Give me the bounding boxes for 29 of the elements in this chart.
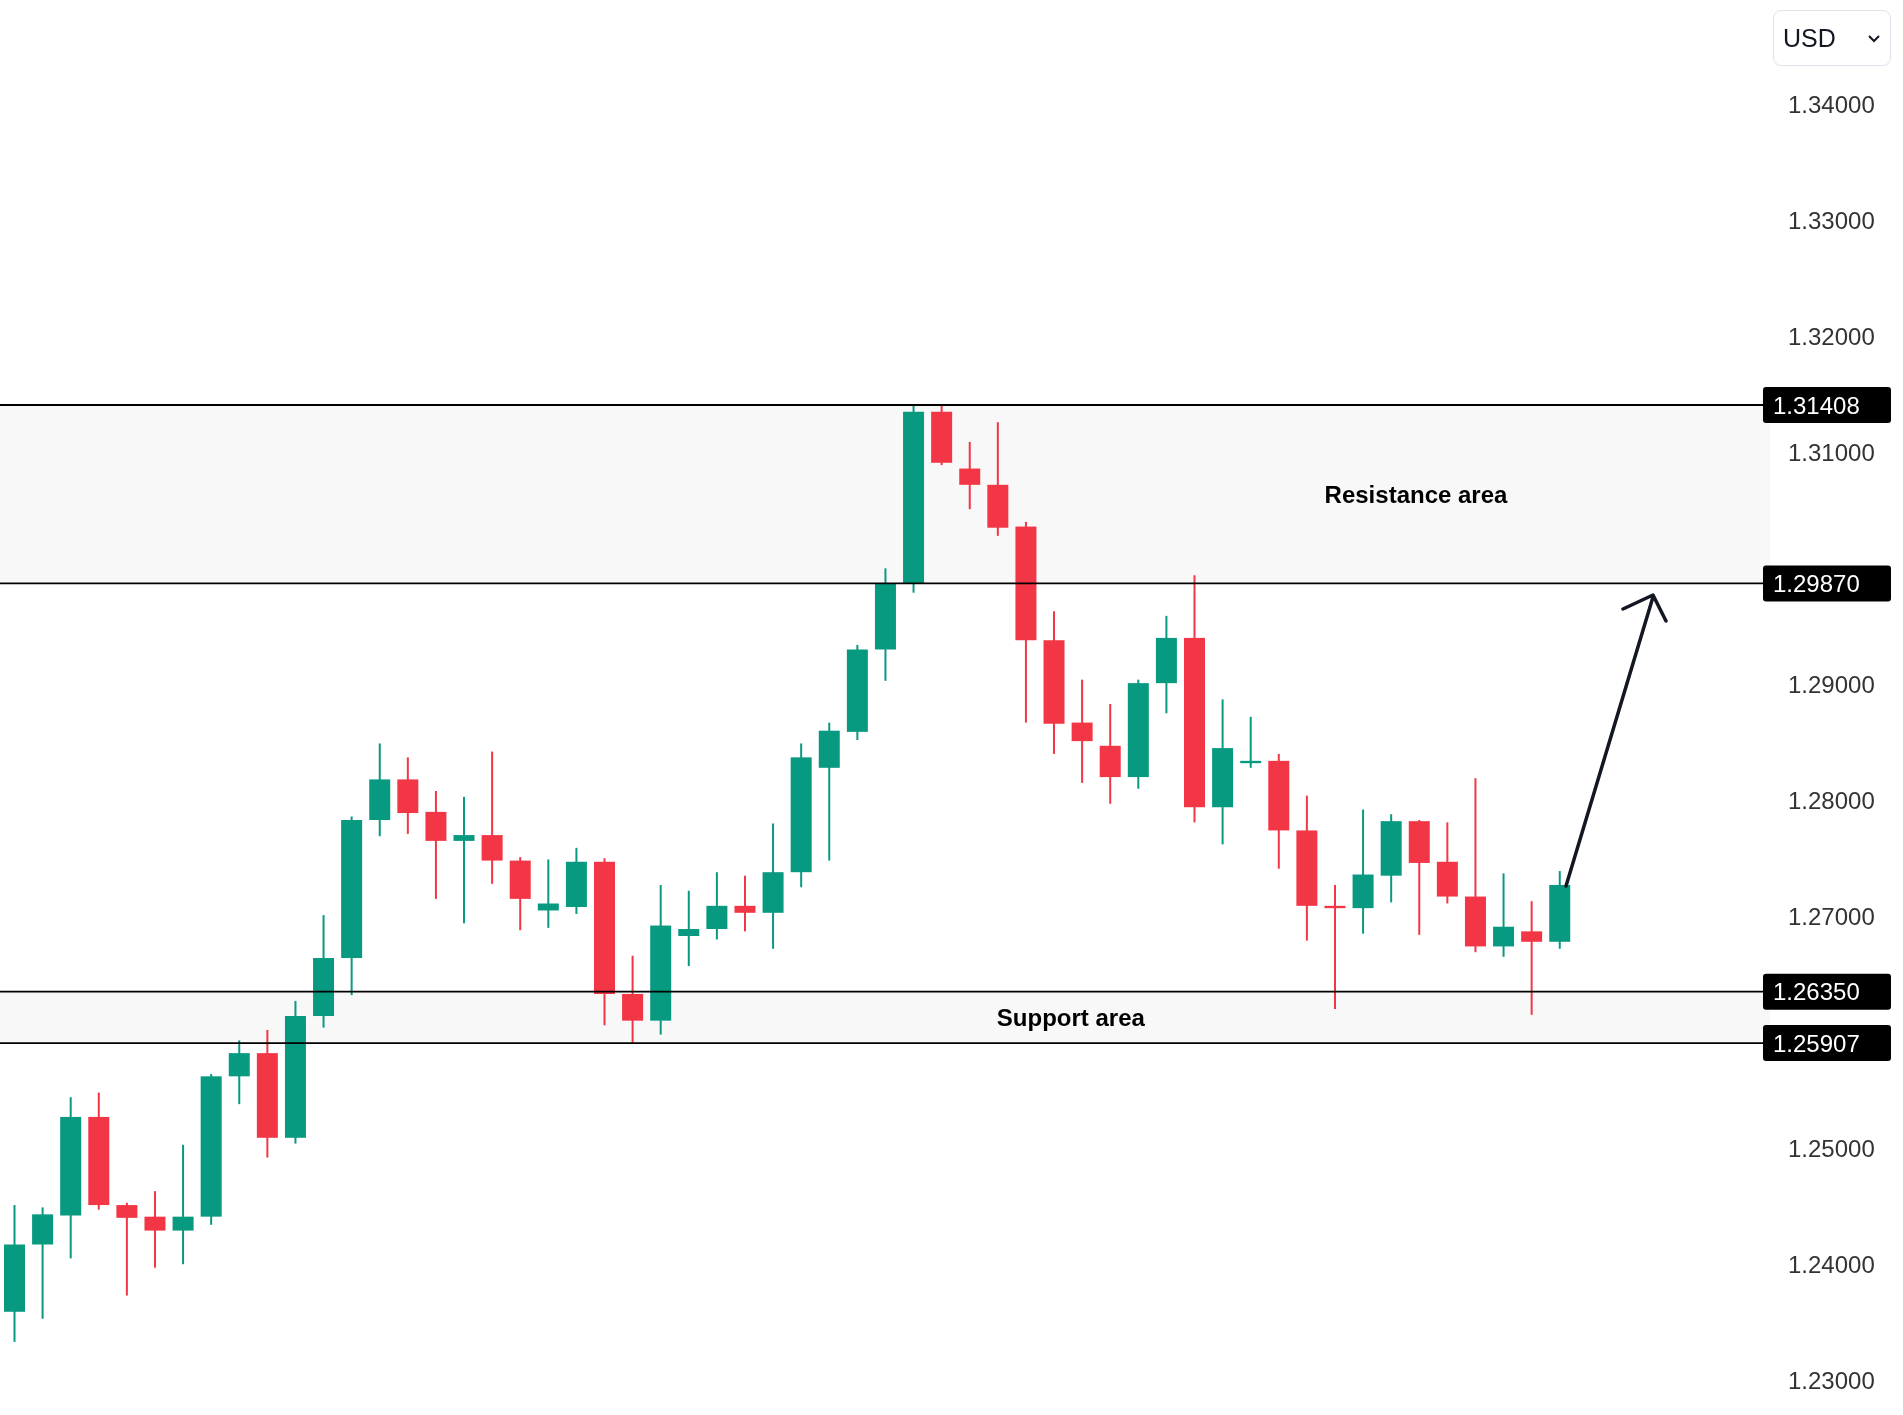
y-tick-label: 1.33000	[1788, 206, 1875, 234]
ref-line-label: 1.25907	[1773, 1029, 1860, 1057]
y-tick-label: 1.23000	[1788, 1366, 1875, 1394]
candlestick	[453, 795, 475, 925]
ref-line-label: 1.29870	[1773, 569, 1860, 597]
y-tick-label: 1.28000	[1788, 786, 1875, 814]
candlestick	[172, 1143, 194, 1266]
candlestick	[734, 874, 756, 933]
ref-line-label: 1.26350	[1773, 978, 1860, 1006]
y-tick-label: 1.29000	[1788, 670, 1875, 698]
y-tick-label: 1.27000	[1788, 902, 1875, 930]
y-tick-label: 1.25000	[1788, 1134, 1875, 1162]
band-label: Support area	[996, 1003, 1146, 1031]
y-tick-label: 1.34000	[1788, 90, 1875, 118]
dropdown: USD	[1773, 10, 1891, 66]
candlestick	[678, 889, 700, 968]
candlestick	[706, 871, 728, 941]
candlestick	[959, 440, 981, 511]
y-tick-label: 1.32000	[1788, 322, 1875, 350]
candlestick	[116, 1201, 138, 1297]
candlestick	[1071, 678, 1093, 784]
ref-line-label: 1.31408	[1773, 391, 1860, 419]
candlestick	[1493, 872, 1515, 958]
y-tick-label: 1.24000	[1788, 1250, 1875, 1278]
candlestick	[228, 1039, 250, 1106]
candlestick	[144, 1190, 166, 1269]
y-tick-label: 1.31000	[1788, 438, 1875, 466]
band-label: Resistance area	[1324, 480, 1509, 508]
candlestick	[1521, 900, 1543, 1016]
